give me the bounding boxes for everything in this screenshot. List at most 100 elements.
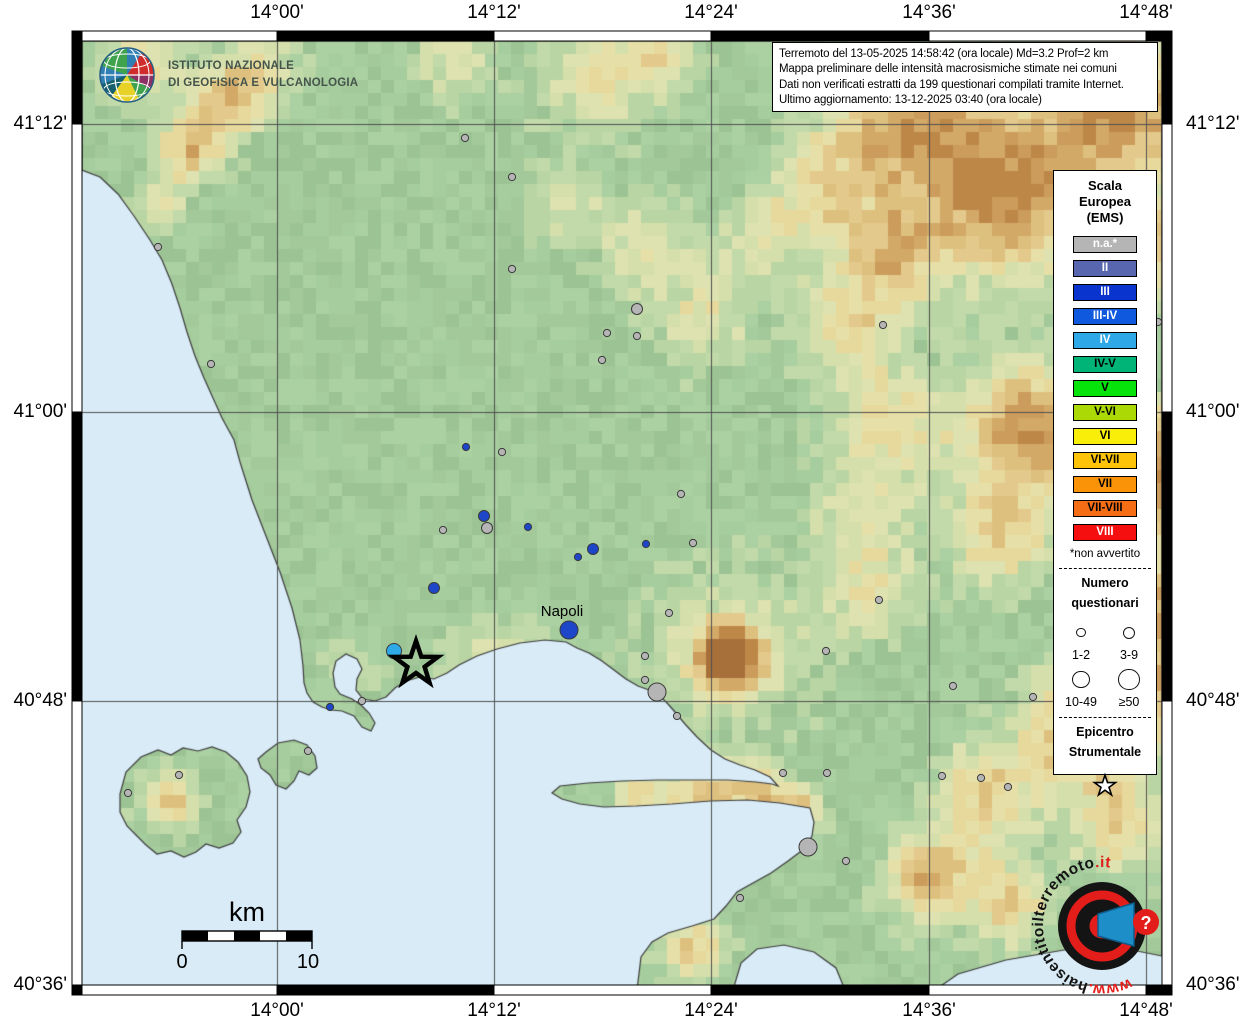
- axis-label-bottom: 14°12': [467, 1000, 521, 1021]
- axis-label-right: 40°48': [1186, 690, 1240, 711]
- ems-legend-title: Scala Europea (EMS): [1054, 171, 1156, 226]
- epicenter-title-line: Epicentro: [1076, 724, 1134, 739]
- frame-segment: [1145, 984, 1173, 996]
- epicenter-legend-title: Epicentro Strumentale: [1054, 722, 1156, 762]
- axis-label-top: 14°00': [250, 2, 304, 23]
- frame-segment: [71, 700, 83, 986]
- frame-segment: [276, 30, 495, 42]
- frame-segment: [81, 30, 278, 42]
- legend-title-line: Scala: [1088, 178, 1122, 193]
- legend-separator: [1059, 567, 1151, 569]
- questionnaire-title-line: Numero: [1081, 575, 1129, 590]
- questionnaire-size-label: 3-9: [1119, 647, 1139, 662]
- ems-color-swatch: VII-VIII: [1073, 500, 1137, 518]
- axis-label-bottom: 14°48': [1119, 1000, 1173, 1021]
- frame-segment: [71, 411, 83, 702]
- questionnaire-size-label: 1-2: [1071, 647, 1091, 662]
- frame-segment: [928, 984, 1147, 996]
- ems-color-swatch: III-IV: [1073, 308, 1137, 326]
- ems-scale-item: VII: [1054, 473, 1156, 497]
- ems-scale-item: n.a.*: [1054, 233, 1156, 257]
- ems-color-swatch: V: [1073, 380, 1137, 398]
- frame-segment: [1161, 123, 1173, 413]
- ems-color-swatch: VI-VII: [1073, 452, 1137, 470]
- ems-scale-item: II: [1054, 257, 1156, 281]
- questionnaire-size-grid: 1-2 3-9 10-49 ≥50: [1057, 615, 1153, 709]
- frame-segment: [1161, 411, 1173, 702]
- axis-label-left: 41°00': [13, 401, 68, 422]
- ems-color-swatch: III: [1073, 284, 1137, 302]
- questionnaire-size-circle: [1076, 627, 1086, 638]
- axis-label-right: 41°12': [1186, 113, 1240, 134]
- info-line-4: Ultimo aggiornamento: 13-12-2025 03:40 (…: [779, 93, 1042, 106]
- legend-separator: [1059, 716, 1151, 718]
- ems-scale-item: VI-VII: [1054, 449, 1156, 473]
- legend-title-line: (EMS): [1086, 209, 1124, 225]
- ems-scale-item: V: [1054, 377, 1156, 401]
- frame-segment: [71, 30, 83, 42]
- frame-segment: [276, 984, 495, 996]
- questionnaire-title-line: questionari: [1071, 595, 1139, 610]
- frame-segment: [1161, 700, 1173, 986]
- axis-label-bottom: 14°00': [250, 1000, 304, 1021]
- axis-label-top: 14°12': [467, 2, 521, 23]
- ems-scale-item: III: [1054, 281, 1156, 305]
- ems-scale-item: IV-V: [1054, 353, 1156, 377]
- ems-scale-item: IV: [1054, 329, 1156, 353]
- frame-segment: [928, 30, 1147, 42]
- ems-color-swatch: IV: [1073, 332, 1137, 350]
- legend-title-line: Europea: [1078, 193, 1131, 209]
- frame-segment: [1145, 30, 1173, 42]
- frame-segment: [493, 30, 712, 42]
- axis-label-top: 14°48': [1119, 2, 1173, 23]
- ems-color-swatch: VII: [1073, 476, 1137, 494]
- axis-label-left: 40°36': [13, 974, 68, 995]
- axis-label-right: 41°00': [1186, 401, 1240, 422]
- star-icon: [1092, 772, 1118, 797]
- questionnaire-size-circle: [1118, 668, 1140, 691]
- ems-color-swatch: n.a.*: [1073, 236, 1137, 254]
- info-line-3: Dati non verificati estratti da 199 ques…: [779, 78, 1124, 91]
- frame-segment: [710, 30, 930, 42]
- terrain-map: [82, 41, 1162, 985]
- institute-name-line1: ISTITUTO NAZIONALE: [168, 60, 295, 73]
- frame-segment: [81, 984, 278, 996]
- questionnaire-size-item: 1-2: [1057, 619, 1105, 662]
- frame-segment: [493, 984, 712, 996]
- city-label-napoli: Napoli: [540, 603, 584, 620]
- epicenter-title-line: Strumentale: [1068, 744, 1142, 759]
- frame-segment: [1161, 40, 1173, 125]
- info-line-1: Terremoto del 13-05-2025 14:58:42 (ora l…: [779, 48, 1109, 60]
- ems-scale-item: III-IV: [1054, 305, 1156, 329]
- axis-label-bottom: 14°36': [902, 1000, 956, 1021]
- ems-scale-item: VI: [1054, 425, 1156, 449]
- axis-label-bottom: 14°24': [684, 1000, 738, 1021]
- frame-segment: [71, 984, 83, 996]
- event-info-box: Terremoto del 13-05-2025 14:58:42 (ora l…: [772, 42, 1158, 113]
- ingv-globe-icon: [99, 47, 155, 103]
- ems-scale-list: n.a.* II III III-IV IV IV-V V V-VI VI VI-VII VII VI…: [1054, 233, 1156, 545]
- frame-segment: [710, 984, 930, 996]
- ems-scale-item: V-VI: [1054, 401, 1156, 425]
- institute-name-line2: DI GEOFISICA E VULCANOLOGIA: [168, 77, 359, 89]
- info-line-2: Mappa preliminare delle intensità macros…: [779, 63, 1117, 76]
- frame-segment: [71, 123, 83, 413]
- questionnaire-size-label: 10-49: [1065, 694, 1097, 709]
- axis-label-left: 41°12': [13, 113, 68, 134]
- ems-scale-item: VIII: [1054, 521, 1156, 545]
- ems-color-swatch: V-VI: [1073, 404, 1137, 422]
- questionnaire-size-label: ≥50: [1118, 694, 1140, 709]
- ingv-logo: ISTITUTO NAZIONALE DI GEOFISICA E VULCAN…: [98, 46, 358, 104]
- axis-label-top: 14°24': [684, 2, 738, 23]
- axis-label-top: 14°36': [902, 2, 956, 23]
- questionnaire-legend-title: Numero questionari: [1054, 573, 1156, 613]
- ems-legend-panel: Scala Europea (EMS) n.a.* II III III-IV IV IV…: [1053, 170, 1157, 797]
- ems-color-swatch: VIII: [1073, 524, 1137, 542]
- frame-segment: [71, 40, 83, 125]
- institute-name: ISTITUTO NAZIONALE DI GEOFISICA E VULCAN…: [168, 58, 358, 91]
- ems-scale-item: VII-VIII: [1054, 497, 1156, 521]
- questionnaire-size-circle: [1123, 626, 1135, 639]
- ems-footnote: *non avvertito: [1069, 547, 1141, 560]
- axis-label-left: 40°48': [13, 690, 68, 711]
